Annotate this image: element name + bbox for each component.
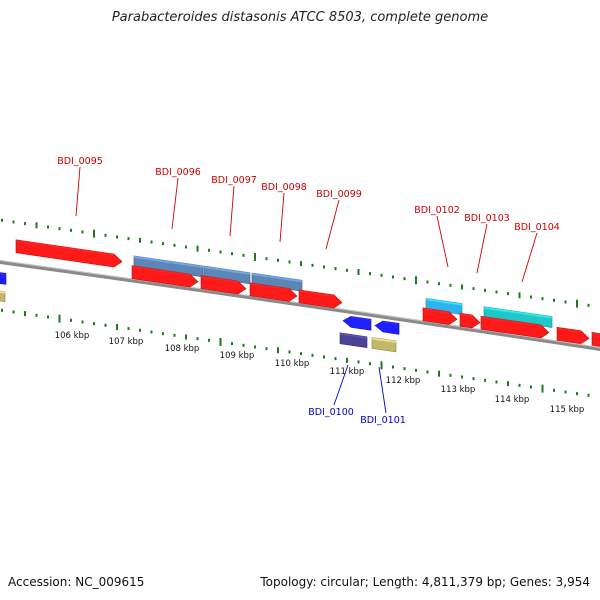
leader-line [75, 166, 81, 217]
gene-label-bdi_0101: BDI_0101 [360, 415, 406, 426]
gene-label-bdi_0102: BDI_0102 [414, 205, 460, 216]
leader-line [436, 215, 449, 268]
gene-label-bdi_0097: BDI_0097 [211, 175, 257, 186]
feature-blocks [0, 255, 553, 353]
backbone-line [0, 259, 600, 351]
forward-gene-arrow [298, 289, 343, 309]
gene-label-bdi_0098: BDI_0098 [261, 182, 307, 193]
scale-tick-label: 106 kbp [55, 331, 90, 341]
forward-gene-arrow [131, 265, 199, 288]
feature-block [483, 306, 553, 328]
forward-gene-arrow [15, 239, 123, 268]
scale-tick-label: 109 kbp [220, 351, 255, 361]
gene-label-bdi_0104: BDI_0104 [514, 222, 560, 233]
forward-gene-arrow [556, 326, 590, 345]
genome-backbone [0, 259, 600, 351]
leader-line [279, 192, 285, 243]
gene-arrows [15, 239, 600, 347]
leader-line [521, 232, 538, 283]
leader-line [171, 177, 179, 230]
scale-tick-label: 114 kbp [495, 395, 530, 405]
forward-gene-arrow [200, 275, 247, 295]
scale-tick-label: 110 kbp [275, 359, 310, 369]
scale-tick-label: 108 kbp [165, 344, 200, 354]
genome-summary: Topology: circular; Length: 4,811,379 bp… [260, 575, 590, 589]
forward-gene-arrow [459, 312, 481, 329]
forward-gene-arrow [422, 307, 458, 325]
scale-tick-label: 112 kbp [386, 376, 421, 386]
leader-line [229, 185, 235, 237]
gene-label-bdi_0095: BDI_0095 [57, 156, 103, 167]
reverse-gene-arrow [374, 320, 400, 335]
gene-labels: BDI_0095 BDI_0096 BDI_0097 BDI_0098 BDI_0099… [57, 156, 560, 426]
scale-tick-label: 113 kbp [441, 385, 476, 395]
leader-line [325, 199, 340, 250]
scale-tick-label: 115 kbp [550, 405, 585, 415]
feature-block [371, 337, 397, 353]
gc-content-ticks [1, 218, 590, 397]
feature-block [0, 272, 7, 285]
accession-label: Accession: NC_009615 [8, 575, 145, 589]
forward-gene-arrow [249, 282, 298, 302]
leader-line [333, 364, 349, 406]
reverse-gene-arrow [342, 316, 372, 331]
leader-line [378, 366, 387, 414]
scale-tick-label: 107 kbp [109, 337, 144, 347]
scale-tick-label: 111 kbp [330, 367, 365, 377]
forward-gene-arrow [480, 315, 550, 339]
feature-block [339, 332, 368, 349]
forward-gene-arrow [591, 331, 600, 347]
gene-label-bdi_0100: BDI_0100 [308, 407, 354, 418]
gene-label-bdi_0099: BDI_0099 [316, 189, 362, 200]
gene-label-bdi_0096: BDI_0096 [155, 167, 201, 178]
feature-block [0, 290, 6, 303]
label-leaders [75, 166, 538, 414]
map-title: Parabacteroides distasonis ATCC 8503, co… [111, 10, 489, 25]
scale-labels: 106 kbp 107 kbp 108 kbp 109 kbp 110 kbp 111 k… [55, 331, 585, 415]
gene-label-bdi_0103: BDI_0103 [464, 213, 510, 224]
leader-line [476, 223, 488, 274]
